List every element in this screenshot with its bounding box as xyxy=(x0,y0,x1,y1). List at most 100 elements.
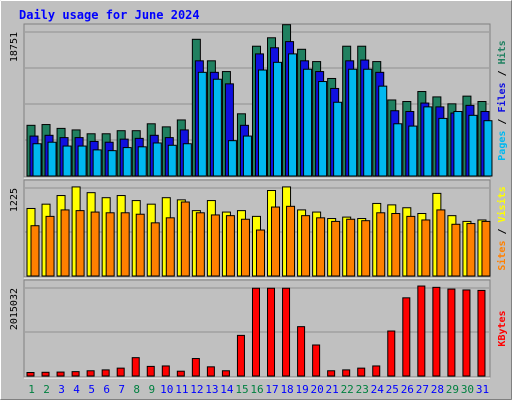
bar-pages-day-19 xyxy=(303,68,313,177)
panel-max-label: 18751 xyxy=(9,32,20,62)
bar-pages-day-22 xyxy=(348,68,358,177)
bar-sites-day-16 xyxy=(255,229,265,277)
bar-pages-day-15 xyxy=(242,135,252,177)
day-label-22: 22 xyxy=(341,383,354,396)
bar-pages-day-11 xyxy=(182,143,192,177)
bar-kbytes-day-31 xyxy=(477,289,486,377)
bar-kbytes-day-9 xyxy=(146,365,155,377)
panel-hits-files-pages: 18751 Pages / Files / Hits xyxy=(9,23,508,179)
bar-pages-day-16 xyxy=(257,69,267,177)
bar-sites-day-14 xyxy=(225,215,235,277)
bar-kbytes-day-6 xyxy=(101,369,110,377)
day-axis-labels: 1 2 3 4 5 6 7 8 9 10 11 12 13 14 15 16 17 18 19 20 21 22 23 24 2… xyxy=(28,383,489,396)
bar-sites-day-20 xyxy=(316,217,326,277)
panel-max-label: 1225 xyxy=(9,188,20,212)
bar-pages-day-17 xyxy=(273,61,283,177)
bar-kbytes-day-21 xyxy=(327,370,336,377)
bar-sites-day-19 xyxy=(301,215,311,277)
bar-kbytes-day-15 xyxy=(236,334,245,377)
bar-pages-day-12 xyxy=(197,71,207,177)
bar-pages-day-13 xyxy=(212,78,222,177)
bar-kbytes-day-10 xyxy=(161,365,170,377)
bar-sites-day-26 xyxy=(406,215,416,277)
day-label-26: 26 xyxy=(401,383,414,396)
bar-sites-day-3 xyxy=(60,209,70,277)
bar-pages-day-29 xyxy=(453,110,463,177)
bar-sites-day-1 xyxy=(30,225,40,277)
panel-visits-sites: 1225 Sites / Visits xyxy=(9,179,508,279)
bar-kbytes-day-22 xyxy=(342,369,351,377)
bar-pages-day-1 xyxy=(32,143,42,177)
bar-pages-day-3 xyxy=(62,145,72,177)
bar-sites-day-5 xyxy=(90,211,100,277)
bar-kbytes-day-12 xyxy=(191,358,200,377)
day-label-21: 21 xyxy=(326,383,339,396)
bar-sites-day-31 xyxy=(481,220,491,277)
panel-axis-label: Pages / Files / Hits xyxy=(496,40,508,160)
bar-kbytes-day-18 xyxy=(282,287,291,377)
bar-pages-day-28 xyxy=(438,117,448,177)
day-label-23: 23 xyxy=(356,383,369,396)
bar-sites-day-22 xyxy=(346,218,356,277)
bar-sites-day-30 xyxy=(466,223,476,277)
bar-sites-day-12 xyxy=(195,212,205,277)
bar-kbytes-day-16 xyxy=(251,287,260,377)
day-label-7: 7 xyxy=(118,383,125,396)
day-label-2: 2 xyxy=(43,383,50,396)
bar-sites-day-23 xyxy=(361,220,371,277)
bar-kbytes-day-2 xyxy=(41,371,50,377)
bar-kbytes-day-7 xyxy=(116,367,125,377)
bar-pages-day-5 xyxy=(92,149,102,177)
bar-kbytes-day-29 xyxy=(447,288,456,377)
day-label-6: 6 xyxy=(103,383,110,396)
panel-axis-label: Sites / Visits xyxy=(496,186,508,270)
bar-kbytes-day-28 xyxy=(432,286,441,377)
bar-kbytes-day-30 xyxy=(462,289,471,377)
day-label-5: 5 xyxy=(88,383,95,396)
day-label-24: 24 xyxy=(371,383,385,396)
day-label-29: 29 xyxy=(446,383,459,396)
panel-frame xyxy=(23,279,491,378)
bar-sites-day-15 xyxy=(240,218,250,277)
day-label-15: 15 xyxy=(235,383,248,396)
bar-sites-day-13 xyxy=(210,214,220,277)
bar-kbytes-day-19 xyxy=(297,326,306,377)
bar-pages-day-2 xyxy=(47,141,57,177)
bar-pages-day-31 xyxy=(483,120,493,177)
day-label-10: 10 xyxy=(160,383,173,396)
bar-pages-day-23 xyxy=(363,68,373,177)
bar-sites-day-24 xyxy=(376,212,386,277)
day-label-17: 17 xyxy=(265,383,278,396)
day-label-11: 11 xyxy=(175,383,188,396)
bar-pages-day-14 xyxy=(227,140,237,177)
bar-kbytes-day-27 xyxy=(417,285,426,377)
bar-sites-day-11 xyxy=(180,201,190,277)
bar-kbytes-day-4 xyxy=(71,371,80,377)
bar-pages-day-27 xyxy=(423,106,433,177)
day-label-25: 25 xyxy=(386,383,399,396)
day-label-27: 27 xyxy=(416,383,429,396)
bar-sites-day-28 xyxy=(436,209,446,277)
panel-frame xyxy=(23,23,491,178)
chart-panels: 18751 Pages / Files / Hits 1225 Sites / Vis… xyxy=(9,23,508,379)
bar-sites-day-29 xyxy=(451,223,461,277)
bar-kbytes-day-26 xyxy=(402,297,411,377)
bar-kbytes-day-13 xyxy=(206,366,215,377)
bar-kbytes-day-8 xyxy=(131,357,140,377)
bar-pages-day-25 xyxy=(393,123,403,177)
bar-pages-day-21 xyxy=(333,101,343,177)
day-label-20: 20 xyxy=(311,383,324,396)
day-label-1: 1 xyxy=(28,383,35,396)
bar-sites-day-25 xyxy=(391,213,401,277)
bar-pages-day-8 xyxy=(137,146,147,177)
day-label-13: 13 xyxy=(205,383,218,396)
bar-kbytes-day-17 xyxy=(267,287,276,377)
bar-kbytes-day-20 xyxy=(312,344,321,377)
panel-kbytes: 2015032 KBytes xyxy=(9,279,508,379)
day-label-4: 4 xyxy=(73,383,80,396)
bar-pages-day-26 xyxy=(408,125,418,177)
bar-sites-day-2 xyxy=(45,215,55,277)
bar-kbytes-day-23 xyxy=(357,367,366,377)
bar-sites-day-17 xyxy=(271,206,281,277)
